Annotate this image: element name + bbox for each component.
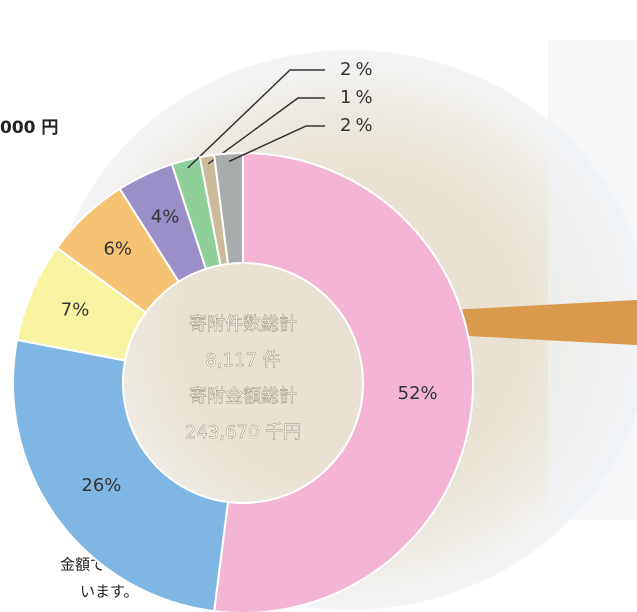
- chart: 000 円 金額での います。 52%26%7%6%4%2%1%2%寄附件数総計…: [0, 0, 637, 612]
- value-label: 7%: [61, 299, 90, 320]
- fragment-text: います。: [80, 583, 139, 601]
- fragment-text: 000 円: [0, 118, 58, 138]
- value-label: 6%: [103, 239, 132, 260]
- center-text: 8,117 件: [205, 350, 280, 371]
- value-label: 4%: [151, 206, 180, 227]
- value-label: 52%: [398, 383, 438, 404]
- value-label: 2%: [340, 115, 377, 136]
- photo-edge: [548, 40, 637, 520]
- center-text: 寄附金額総計: [189, 386, 297, 407]
- value-label: 2%: [340, 59, 377, 80]
- center-text: 寄附件数総計: [189, 314, 297, 335]
- value-label: 26%: [81, 475, 121, 496]
- center-text: 243,670 千円: [185, 422, 301, 443]
- value-label: 1%: [340, 87, 377, 108]
